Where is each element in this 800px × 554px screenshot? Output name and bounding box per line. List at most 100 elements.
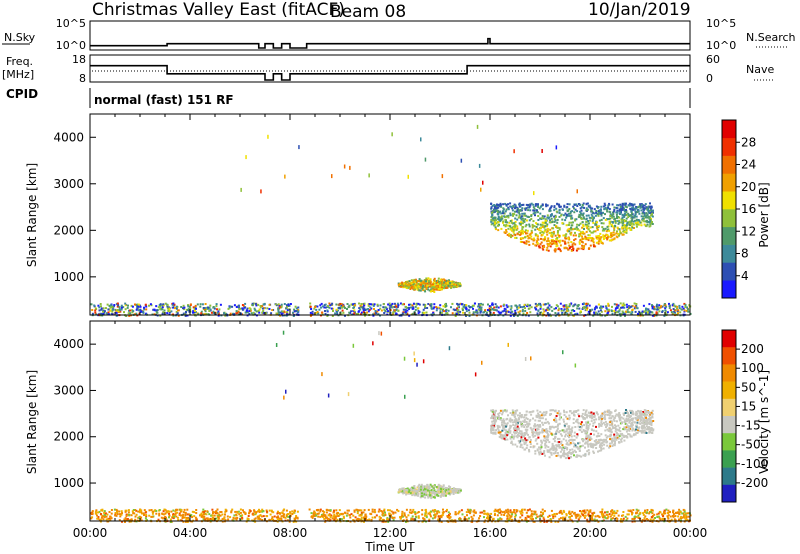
data-cell — [368, 303, 371, 306]
data-cell — [217, 310, 220, 313]
data-cell — [625, 214, 628, 216]
data-cell — [347, 306, 350, 309]
data-cell — [597, 520, 600, 523]
data-cell — [516, 225, 519, 228]
data-cell — [341, 306, 343, 309]
data-cell — [635, 225, 638, 228]
data-cell — [614, 221, 617, 224]
data-cell — [613, 229, 616, 232]
data-cell — [648, 209, 651, 212]
data-cell — [526, 232, 529, 235]
data-cell — [524, 208, 527, 211]
data-cell — [593, 208, 596, 211]
data-cell — [574, 218, 577, 221]
data-cell — [161, 312, 164, 315]
data-cell — [494, 210, 496, 213]
data-cell — [537, 309, 540, 312]
data-cell — [617, 304, 620, 307]
data-cell — [574, 513, 577, 516]
data-cell — [124, 510, 127, 513]
data-cell — [367, 304, 370, 307]
data-cell — [552, 230, 555, 233]
data-cell — [363, 307, 366, 310]
data-cell — [208, 306, 211, 309]
data-cell — [365, 515, 368, 518]
data-cell — [625, 202, 627, 205]
data-cell — [292, 511, 295, 514]
data-cell — [405, 285, 408, 288]
data-cell — [127, 304, 129, 307]
data-cell — [433, 509, 436, 511]
data-cell — [374, 511, 377, 514]
data-cell — [587, 512, 590, 515]
data-cell — [553, 513, 556, 516]
data-cell — [621, 224, 624, 227]
data-cell — [580, 510, 583, 513]
data-cell — [578, 307, 581, 310]
data-cell — [625, 217, 628, 220]
data-cell — [410, 492, 412, 495]
data-cell — [422, 495, 425, 498]
data-cell — [215, 305, 218, 308]
data-cell — [383, 509, 386, 512]
data-cell — [430, 510, 433, 513]
data-cell — [359, 313, 362, 316]
data-cell — [494, 227, 497, 230]
data-cell — [539, 205, 542, 208]
data-cell — [554, 215, 557, 218]
data-cell — [631, 226, 634, 229]
data-cell — [664, 304, 667, 307]
data-cell — [401, 312, 404, 315]
data-cell — [214, 512, 217, 515]
data-cell — [324, 312, 327, 315]
data-cell — [508, 517, 511, 520]
data-cell — [490, 207, 493, 209]
data-cell — [565, 513, 568, 516]
data-cell — [652, 518, 655, 521]
data-cell — [392, 512, 395, 515]
data-cell — [546, 225, 548, 228]
data-cell — [412, 312, 415, 315]
data-cell — [389, 309, 392, 312]
data-cell — [607, 515, 610, 518]
data-cell — [185, 311, 187, 313]
data-cell — [410, 512, 413, 514]
data-cell — [594, 245, 597, 248]
data-cell — [507, 510, 510, 513]
data-cell — [637, 312, 639, 315]
data-cell — [312, 512, 315, 515]
data-cell — [469, 510, 472, 512]
data-cell — [578, 216, 581, 219]
data-cell — [457, 284, 460, 287]
data-cell — [573, 207, 575, 210]
data-cell — [635, 206, 638, 208]
data-cell — [465, 518, 468, 521]
data-cell — [576, 514, 579, 517]
data-cell — [651, 520, 654, 523]
data-cell — [291, 510, 294, 513]
data-cell — [681, 512, 684, 515]
data-cell — [325, 516, 327, 519]
data-cell — [628, 204, 631, 207]
data-cell — [174, 510, 177, 513]
data-cell — [635, 219, 638, 222]
data-cell — [533, 207, 536, 210]
data-cell — [243, 306, 246, 309]
data-cell — [569, 212, 572, 215]
data-cell — [631, 212, 633, 215]
data-cell — [379, 307, 382, 310]
data-cell — [543, 226, 546, 229]
data-cell — [495, 309, 498, 312]
data-cell — [340, 512, 343, 515]
data-cell — [533, 520, 536, 523]
data-cell — [499, 210, 502, 213]
data-cell — [125, 515, 128, 517]
data-cell — [213, 307, 216, 310]
data-cell — [295, 515, 298, 517]
data-cell — [451, 302, 454, 305]
data-cell — [589, 226, 592, 229]
data-cell — [584, 243, 587, 246]
data-cell — [100, 516, 103, 519]
data-cell — [203, 510, 206, 513]
data-cell — [240, 187, 242, 192]
